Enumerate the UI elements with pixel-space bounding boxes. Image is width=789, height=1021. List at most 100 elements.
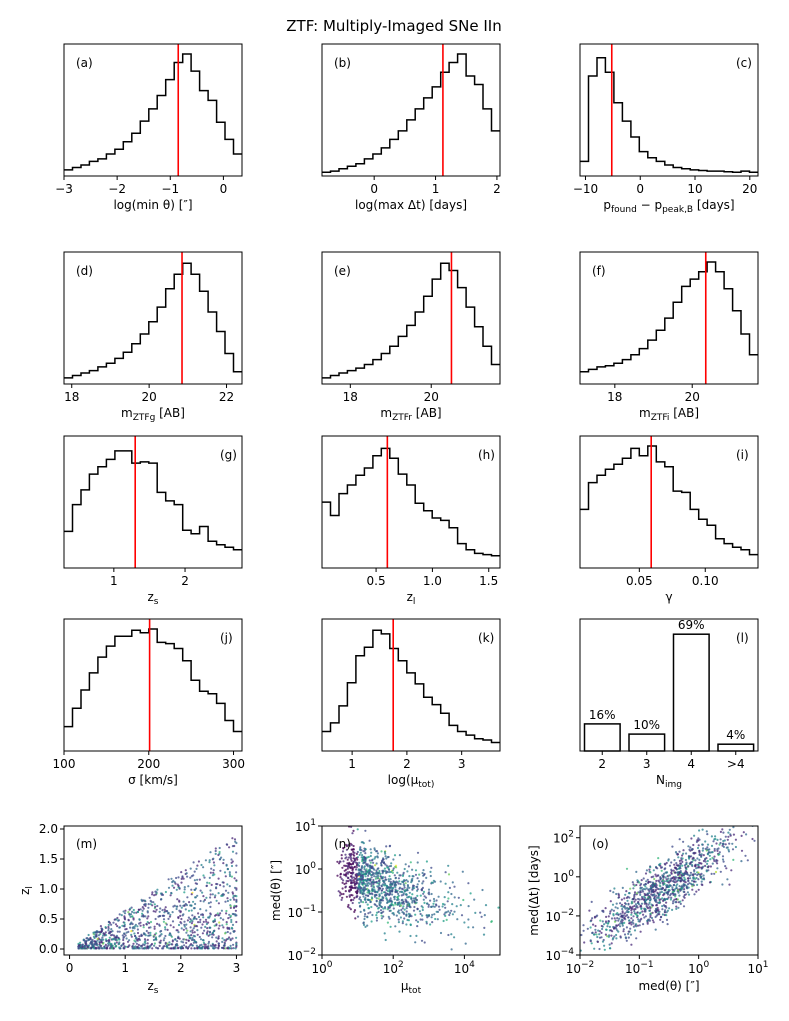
scatter-point <box>721 855 725 858</box>
histogram-bin <box>322 378 331 384</box>
scatter-point <box>433 905 436 908</box>
scatter-point <box>677 878 680 882</box>
x-tick-label: 0 <box>636 182 644 196</box>
scatter-point <box>376 882 379 885</box>
scatter-point <box>368 869 371 872</box>
x-tick-label: 20 <box>685 390 700 404</box>
histogram-bin <box>217 703 226 751</box>
scatter-point <box>681 864 684 867</box>
y-tick-label: 1.5 <box>39 852 58 866</box>
scatter-point <box>344 885 347 888</box>
x-tick-label: 20 <box>141 390 156 404</box>
scatter-point <box>607 915 610 918</box>
scatter-point <box>463 921 466 924</box>
scatter-point <box>631 905 634 909</box>
scatter-point <box>394 903 397 906</box>
x-tick-label: 22 <box>219 390 234 404</box>
scatter-point <box>212 869 215 872</box>
histogram-bin <box>682 286 691 384</box>
histogram-bin <box>398 661 407 751</box>
scatter-point <box>405 879 408 882</box>
x-tick-label: 200 <box>137 757 160 771</box>
scatter-point <box>656 906 659 909</box>
scatter-point <box>612 909 616 912</box>
scatter-point <box>706 833 709 836</box>
scatter-point <box>196 947 199 950</box>
scatter-point <box>742 831 745 834</box>
scatter-point <box>677 864 680 867</box>
scatter-point <box>381 877 384 880</box>
scatter-point <box>670 871 673 874</box>
histogram-bin <box>123 636 132 751</box>
scatter-point <box>403 884 406 887</box>
scatter-point <box>656 867 659 870</box>
scatter-point <box>380 911 383 914</box>
scatter-point <box>740 860 743 863</box>
scatter-point <box>627 911 630 914</box>
scatter-point <box>190 947 193 950</box>
scatter-point <box>722 831 725 834</box>
scatter-point <box>187 885 190 888</box>
scatter-point <box>186 875 189 878</box>
scatter-point <box>152 910 155 913</box>
scatter-point <box>699 873 702 876</box>
scatter-point <box>648 909 651 912</box>
scatter-point <box>125 931 128 934</box>
scatter-point <box>464 942 467 945</box>
scatter-point <box>196 894 199 897</box>
scatter-point <box>716 849 719 853</box>
scatter-point <box>597 929 600 932</box>
scatter-point <box>368 872 371 875</box>
scatter-point <box>135 942 138 945</box>
scatter-point <box>674 895 677 898</box>
scatter-point <box>352 879 355 882</box>
scatter-point <box>603 923 606 926</box>
scatter-point <box>362 901 365 904</box>
histogram-bin <box>424 511 433 568</box>
scatter-point <box>352 850 355 854</box>
scatter-point <box>391 893 394 896</box>
scatter-point <box>354 877 357 880</box>
scatter-point <box>211 945 214 948</box>
scatter-point <box>457 896 460 899</box>
scatter-point <box>137 943 140 947</box>
scatter-point <box>453 936 456 939</box>
scatter-point <box>102 934 105 937</box>
scatter-point <box>382 861 386 865</box>
x-tick-label: 3 <box>643 757 651 771</box>
scatter-point <box>655 899 658 902</box>
scatter-point <box>433 900 436 903</box>
scatter-point <box>217 927 220 930</box>
scatter-point <box>692 877 695 880</box>
scatter-point <box>182 947 185 950</box>
scatter-point <box>224 939 227 942</box>
x-tick-label: 0.5 <box>367 574 386 588</box>
scatter-point <box>149 931 152 935</box>
scatter-point <box>644 915 648 918</box>
scatter-point <box>644 899 648 902</box>
x-tick-label: 18 <box>343 390 358 404</box>
scatter-point <box>178 886 181 890</box>
x-tick-label: >4 <box>727 757 745 771</box>
scatter-point <box>405 914 408 917</box>
scatter-point <box>644 896 647 900</box>
scatter-point <box>377 897 380 900</box>
scatter-point <box>675 876 679 879</box>
scatter-point <box>370 851 373 854</box>
axes-frame <box>321 251 501 385</box>
scatter-point <box>604 920 608 923</box>
scatter-point <box>205 896 208 899</box>
scatter-point <box>183 888 186 891</box>
scatter-point <box>633 929 637 932</box>
scatter-point <box>414 941 417 944</box>
scatter-point <box>425 914 428 917</box>
scatter-point <box>586 927 589 930</box>
scatter-point <box>397 918 400 921</box>
scatter-point <box>646 878 649 881</box>
histogram-bin <box>373 360 382 384</box>
scatter-point <box>152 901 155 904</box>
scatter-point <box>375 914 378 917</box>
bar <box>717 743 755 752</box>
scatter-point <box>674 893 677 896</box>
